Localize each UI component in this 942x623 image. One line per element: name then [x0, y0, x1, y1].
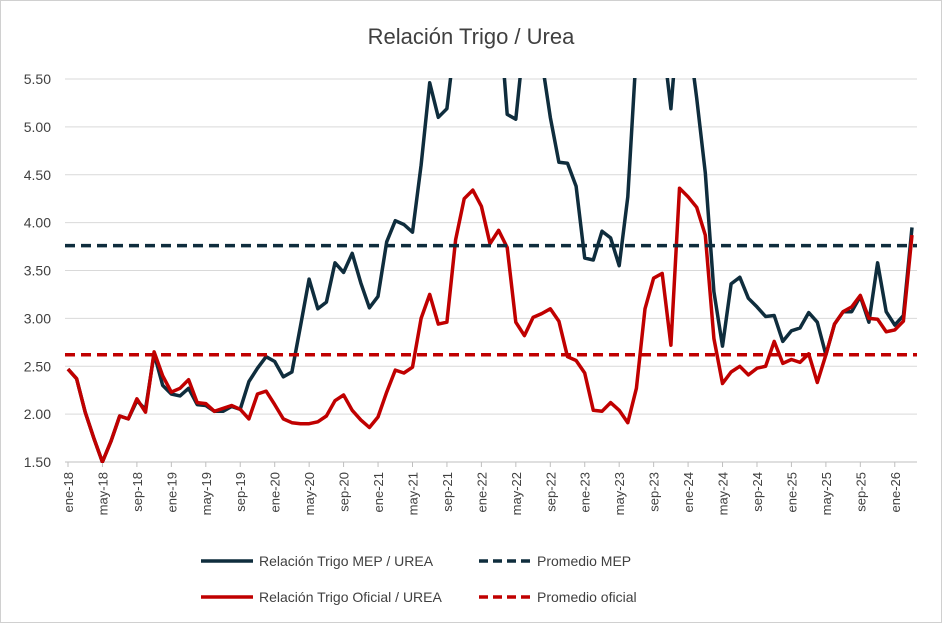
x-tick-label: sep-22 — [543, 472, 558, 512]
x-tick-label: sep-20 — [337, 472, 352, 512]
x-tick-label: may-25 — [819, 472, 834, 515]
y-tick-label: 4.00 — [24, 215, 51, 231]
y-axis-tick-labels: 1.50 2.00 2.50 3.00 3.50 4.00 4.50 5.00 5.50 — [24, 71, 51, 470]
chart-title: Relación Trigo / Urea — [368, 24, 575, 49]
y-tick-label: 4.50 — [24, 167, 51, 183]
x-tick-label: sep-23 — [647, 472, 662, 512]
x-tick-label: sep-24 — [750, 472, 765, 512]
y-tick-label: 5.50 — [24, 71, 51, 87]
series-line-oficial — [66, 186, 914, 463]
x-tick-label: ene-19 — [164, 472, 179, 512]
x-tick-label: ene-24 — [681, 472, 696, 512]
x-tick-label: ene-23 — [578, 472, 593, 512]
y-tick-label: 3.00 — [24, 310, 51, 326]
x-tick-label: may-20 — [302, 472, 317, 515]
x-tick-label: ene-22 — [474, 472, 489, 512]
x-tick-label: sep-18 — [130, 472, 145, 512]
legend: Relación Trigo MEP / UREA Promedio MEP R… — [201, 553, 637, 605]
x-tick-label: sep-19 — [233, 472, 248, 512]
series-lines — [65, 78, 917, 463]
legend-label-mep: Relación Trigo MEP / UREA — [259, 553, 434, 569]
x-tick-label: may-19 — [199, 472, 214, 515]
x-tick-label: ene-21 — [371, 472, 386, 512]
y-tick-label: 5.00 — [24, 119, 51, 135]
gridlines — [65, 78, 917, 463]
x-tick-label: sep-25 — [853, 472, 868, 512]
x-axis-tick-labels: ene-18 may-18 sep-18 ene-19 may-19 sep-19 ene-… — [61, 462, 903, 515]
legend-label-promedio-mep: Promedio MEP — [537, 553, 631, 569]
y-tick-label: 2.50 — [24, 358, 51, 374]
x-tick-label: may-24 — [716, 472, 731, 515]
x-tick-label: ene-26 — [888, 472, 903, 512]
legend-label-promedio-oficial: Promedio oficial — [537, 589, 637, 605]
x-tick-label: may-18 — [95, 472, 110, 515]
x-tick-label: ene-18 — [61, 472, 76, 512]
x-tick-label: sep-21 — [440, 472, 455, 512]
x-tick-label: ene-20 — [268, 472, 283, 512]
x-tick-label: may-23 — [612, 472, 627, 515]
x-tick-label: may-21 — [405, 472, 420, 515]
x-tick-label: may-22 — [509, 472, 524, 515]
x-tick-label: ene-25 — [784, 472, 799, 512]
y-tick-label: 1.50 — [24, 454, 51, 470]
y-tick-label: 2.00 — [24, 406, 51, 422]
legend-label-oficial: Relación Trigo Oficial / UREA — [259, 589, 443, 605]
y-tick-label: 3.50 — [24, 263, 51, 279]
